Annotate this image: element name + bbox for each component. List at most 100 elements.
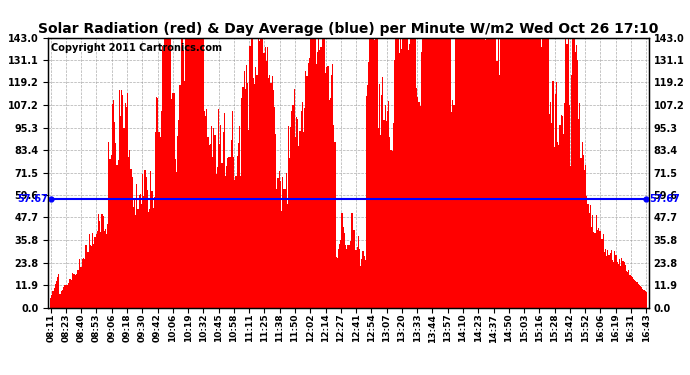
Bar [473,38,474,308]
Bar [155,132,156,308]
Bar [259,41,260,308]
Bar [56,280,57,308]
Bar [600,231,602,308]
Bar [232,111,233,308]
Bar [88,234,90,308]
Bar [157,98,159,308]
Bar [324,38,325,308]
Bar [641,287,642,308]
Bar [406,38,408,308]
Bar [179,84,181,308]
Bar [130,169,132,308]
Bar [228,157,230,308]
Bar [628,270,629,308]
Bar [97,231,98,308]
Bar [545,38,546,308]
Bar [594,234,595,308]
Text: 57.67: 57.67 [17,194,48,204]
Bar [83,258,84,307]
Bar [106,234,107,308]
Bar [217,168,218,308]
Bar [137,209,139,308]
Bar [69,279,70,308]
Bar [178,120,179,308]
Bar [451,112,452,308]
Bar [65,285,66,308]
Bar [609,254,611,308]
Bar [346,249,347,308]
Bar [437,38,438,308]
Bar [264,47,266,308]
Bar [440,38,442,308]
Bar [77,270,78,308]
Bar [212,158,213,308]
Bar [233,156,234,308]
Bar [399,53,400,307]
Bar [541,46,542,308]
Bar [293,105,294,308]
Bar [185,38,186,308]
Bar [239,126,240,308]
Bar [497,38,499,308]
Bar [564,103,565,308]
Bar [283,189,284,308]
Bar [124,128,125,308]
Bar [438,38,440,308]
Bar [282,177,283,308]
Bar [549,114,550,308]
Bar [575,45,577,308]
Bar [238,143,239,308]
Bar [499,75,500,307]
Bar [223,132,224,308]
Bar [612,260,613,308]
Bar [592,215,593,308]
Bar [384,105,386,308]
Bar [379,84,380,308]
Bar [480,38,482,308]
Bar [633,279,634,308]
Bar [422,38,423,308]
Bar [304,108,305,307]
Bar [339,244,340,308]
Bar [273,90,274,308]
Bar [587,204,589,308]
Bar [477,38,478,308]
Bar [542,38,543,308]
Bar [515,38,516,308]
Bar [322,38,323,308]
Bar [578,119,579,308]
Bar [317,52,318,308]
Bar [261,38,262,308]
Bar [586,196,587,308]
Bar [611,250,612,308]
Bar [121,90,122,308]
Bar [126,108,127,307]
Bar [196,38,197,308]
Bar [331,75,332,307]
Bar [397,38,399,308]
Bar [556,82,557,308]
Bar [418,102,420,308]
Bar [57,277,58,308]
Bar [95,234,97,308]
Bar [569,105,570,308]
Bar [220,125,221,308]
Bar [565,38,566,308]
Bar [274,107,275,308]
Bar [511,38,512,308]
Bar [248,130,249,308]
Bar [457,38,458,308]
Bar [591,227,592,308]
Bar [54,288,55,308]
Bar [519,38,520,308]
Bar [583,154,584,308]
Bar [191,38,193,308]
Bar [359,249,360,308]
Bar [389,137,391,308]
Bar [462,38,463,308]
Bar [177,136,178,308]
Bar [296,117,297,308]
Bar [442,38,443,308]
Bar [479,38,480,308]
Bar [366,96,367,308]
